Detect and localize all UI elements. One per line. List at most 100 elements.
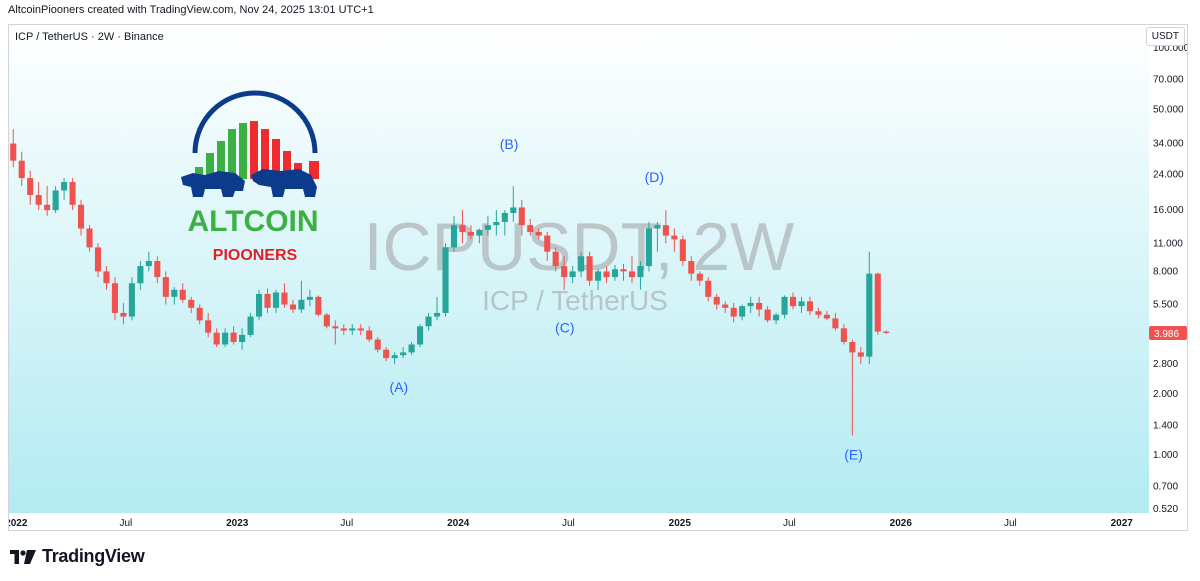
- candle: [433, 296, 441, 321]
- x-tick-label: 2026: [890, 518, 913, 529]
- candle: [866, 251, 873, 365]
- candle: [739, 304, 746, 321]
- candle: [518, 199, 525, 236]
- candle: [111, 277, 118, 321]
- candle: [340, 324, 347, 335]
- candle-body: [662, 225, 669, 236]
- x-tick-label: 2024: [447, 518, 470, 529]
- candle: [35, 182, 42, 211]
- candle-body: [883, 331, 890, 333]
- logo-line1: ALTCOIN: [187, 205, 318, 238]
- y-tick-label: 1.400: [1153, 420, 1178, 431]
- candle: [366, 326, 373, 342]
- candle: [578, 251, 585, 278]
- candle: [272, 289, 280, 313]
- candle-body: [239, 334, 246, 342]
- candle: [188, 296, 195, 313]
- candle-body: [27, 178, 34, 195]
- candle: [510, 186, 517, 222]
- candle: [69, 178, 76, 211]
- candle-body: [603, 271, 610, 278]
- tradingview-footer[interactable]: TradingView: [10, 546, 145, 567]
- wave-label: (B): [500, 136, 519, 152]
- candle-body: [86, 228, 93, 248]
- candle-body: [781, 296, 788, 315]
- candle-body: [10, 143, 17, 161]
- candle: [171, 287, 178, 305]
- logo-bar: [206, 153, 214, 179]
- candle: [705, 277, 712, 302]
- candle: [620, 264, 627, 281]
- candle: [306, 289, 313, 307]
- candle-body: [586, 256, 593, 281]
- candle: [544, 231, 551, 262]
- candle-body: [332, 326, 339, 329]
- candle: [569, 266, 576, 284]
- candle: [137, 261, 144, 290]
- candle-body: [671, 235, 678, 240]
- candle: [789, 292, 797, 310]
- candle-body: [315, 296, 322, 315]
- candle: [815, 307, 822, 319]
- candle: [128, 277, 135, 321]
- candle-body: [518, 207, 525, 226]
- time-axis[interactable]: 2022 Jul 2023 Jul 2024 Jul 2025 Jul 2026 Jul 2027: [9, 513, 1187, 530]
- candle-body: [527, 225, 534, 232]
- candle: [239, 328, 246, 350]
- price-plot[interactable]: ICPUSDT, 2W ICP / TetherUS ALTCOIN PIOON…: [9, 25, 1149, 513]
- x-tick-label: Jul: [783, 518, 796, 529]
- tradingview-logo-icon: [10, 549, 36, 564]
- wave-label: (C): [555, 320, 574, 336]
- logo-bar: [309, 161, 319, 179]
- candle-body: [730, 307, 737, 317]
- candle: [467, 225, 474, 240]
- x-tick-label: 2027: [1111, 518, 1134, 529]
- candle-body: [739, 306, 746, 317]
- candle-body: [52, 190, 59, 211]
- candle-body: [69, 182, 76, 205]
- y-tick-label: 0.700: [1153, 482, 1178, 493]
- candle-body: [459, 225, 466, 232]
- candle: [823, 311, 830, 321]
- x-tick-label: 2023: [226, 518, 249, 529]
- candle: [730, 302, 737, 323]
- x-tick-label: 2025: [669, 518, 692, 529]
- y-tick-label: 1.000: [1153, 450, 1178, 461]
- candle-body: [349, 328, 356, 331]
- candle: [679, 235, 686, 267]
- candle: [552, 247, 559, 272]
- candle: [484, 215, 491, 236]
- wave-label: (A): [390, 379, 409, 395]
- symbol-line: ICP / TetherUS · 2W · Binance: [15, 31, 164, 43]
- candle-body: [535, 231, 542, 236]
- candle-body: [374, 339, 381, 350]
- candle: [391, 352, 398, 365]
- logo-bar: [217, 141, 225, 179]
- candle-body: [764, 309, 771, 321]
- logo-bar: [239, 123, 247, 179]
- candle: [756, 296, 763, 317]
- candle: [120, 302, 127, 325]
- candle-body: [874, 273, 881, 332]
- candle-body: [450, 225, 458, 248]
- price-axis[interactable]: 100.000 70.000 50.000 34.000 24.000 16.000 11.…: [1145, 25, 1187, 515]
- candle-body: [247, 316, 254, 335]
- candle-body: [857, 352, 864, 357]
- candle-body: [171, 289, 178, 297]
- candle-body: [798, 301, 805, 307]
- candle: [696, 271, 703, 286]
- candle: [493, 210, 500, 236]
- bear-icon: [251, 169, 317, 197]
- candle: [603, 266, 610, 284]
- y-tick-label: 8.000: [1153, 266, 1178, 277]
- candle: [535, 228, 542, 240]
- y-tick-label: 16.000: [1153, 205, 1184, 216]
- candle-body: [323, 314, 330, 327]
- currency-button[interactable]: USDT: [1145, 27, 1185, 46]
- candle-body: [756, 302, 763, 310]
- candle-body: [433, 312, 441, 317]
- candle-body: [747, 302, 754, 307]
- wave-label: (D): [645, 169, 664, 185]
- candle-body: [705, 280, 712, 297]
- candle-body: [213, 332, 220, 345]
